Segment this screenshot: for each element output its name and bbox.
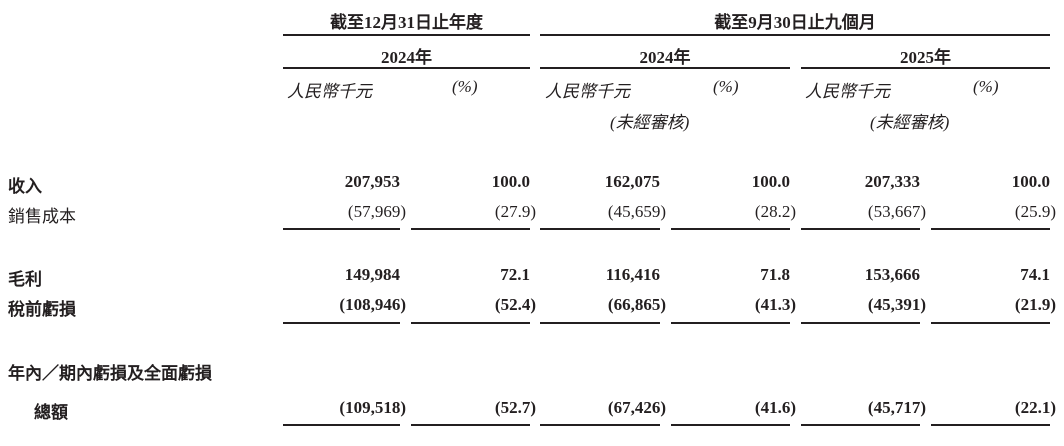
divider [540,34,1050,36]
total-underline [801,424,920,426]
unit-rmb: 人民幣千元 [287,82,372,101]
percent-cell: 74.1 [1020,265,1050,284]
header-year: 2024年 [381,48,432,67]
amount-cell: (108,946) [339,295,406,314]
amount-cell: 162,075 [604,172,660,191]
total-underline [931,322,1050,324]
percent-cell: 100.0 [751,172,790,191]
row-label: 稅前虧損 [8,300,76,319]
amount-cell: (67,426) [607,398,666,417]
percent-cell: (52.7) [494,398,536,417]
amount-cell: (45,391) [867,295,926,314]
total-underline [671,322,790,324]
amount-cell: (66,865) [607,295,666,314]
row-label: 年內／期內虧損及全面虧損 [8,364,212,383]
total-underline [283,322,400,324]
percent-cell: 100.0 [1011,172,1050,191]
percent-cell: (27.9) [494,202,536,221]
percent-cell: (21.9) [1014,295,1056,314]
row-label: 銷售成本 [8,207,76,226]
divider [283,34,530,36]
row-label-continued: 總額 [34,403,68,422]
percent-cell: (41.6) [754,398,796,417]
divider [540,67,790,69]
percent-cell: 72.1 [500,265,530,284]
unit-pct: (%) [713,77,739,96]
percent-cell: (25.9) [1014,202,1056,221]
unit-pct: (%) [452,77,478,96]
header-nine-months: 截至9月30日止九個月 [714,13,876,32]
total-underline [671,228,790,230]
total-underline [801,322,920,324]
total-underline [283,228,400,230]
total-underline [931,228,1050,230]
total-underline [283,424,400,426]
amount-cell: (53,667) [867,202,926,221]
unaudited-note: (未經審核) [610,113,690,132]
percent-cell: (52.4) [494,295,536,314]
amount-cell: 207,333 [864,172,920,191]
total-underline [411,228,530,230]
total-underline [801,228,920,230]
percent-cell: 71.8 [760,265,790,284]
amount-cell: (45,717) [867,398,926,417]
header-year: 2025年 [900,48,951,67]
unit-rmb: 人民幣千元 [805,82,890,101]
percent-cell: (28.2) [754,202,796,221]
total-underline [540,322,660,324]
unit-pct: (%) [973,77,999,96]
amount-cell: 149,984 [344,265,400,284]
amount-cell: 116,416 [605,265,660,284]
header-year: 2024年 [639,48,691,67]
total-underline [931,424,1050,426]
amount-cell: 207,953 [344,172,400,191]
divider [283,67,530,69]
row-label: 毛利 [8,270,42,289]
total-underline [540,424,660,426]
unaudited-note: (未經審核) [870,113,950,132]
header-fiscal-year: 截至12月31日止年度 [330,13,483,32]
divider [801,67,1050,69]
percent-cell: (41.3) [754,295,796,314]
total-underline [540,228,660,230]
row-label: 收入 [8,177,42,196]
percent-cell: 100.0 [491,172,530,191]
amount-cell: (45,659) [607,202,666,221]
total-underline [411,322,530,324]
total-underline [411,424,530,426]
amount-cell: 153,666 [864,265,920,284]
amount-cell: (57,969) [347,202,406,221]
unit-rmb: 人民幣千元 [545,82,630,101]
total-underline [671,424,790,426]
percent-cell: (22.1) [1014,398,1056,417]
amount-cell: (109,518) [339,398,406,417]
